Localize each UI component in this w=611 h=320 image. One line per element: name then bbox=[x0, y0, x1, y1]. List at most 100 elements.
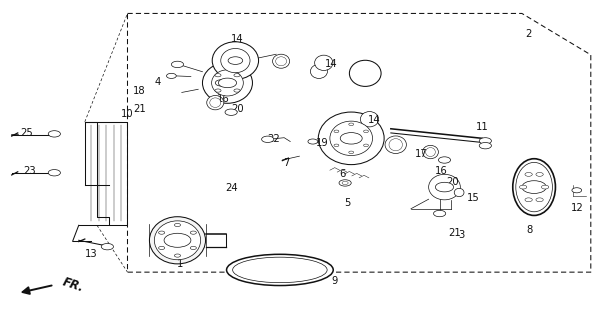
Text: 23: 23 bbox=[24, 166, 36, 176]
Ellipse shape bbox=[360, 112, 379, 127]
Ellipse shape bbox=[150, 217, 205, 264]
Circle shape bbox=[159, 246, 165, 250]
Text: 12: 12 bbox=[571, 203, 583, 213]
Circle shape bbox=[48, 170, 60, 176]
Text: 16: 16 bbox=[217, 94, 230, 104]
Circle shape bbox=[349, 123, 354, 125]
Text: 8: 8 bbox=[527, 225, 533, 235]
Ellipse shape bbox=[426, 148, 436, 156]
Text: 20: 20 bbox=[231, 104, 244, 114]
Circle shape bbox=[334, 130, 339, 132]
Circle shape bbox=[349, 151, 354, 154]
Circle shape bbox=[174, 223, 180, 227]
Circle shape bbox=[159, 231, 165, 234]
Text: 24: 24 bbox=[225, 183, 238, 193]
Ellipse shape bbox=[330, 121, 373, 156]
Circle shape bbox=[434, 210, 445, 217]
Text: 6: 6 bbox=[339, 169, 345, 179]
Text: 2: 2 bbox=[525, 29, 531, 39]
Text: 13: 13 bbox=[84, 249, 97, 259]
Text: 9: 9 bbox=[332, 276, 338, 286]
Text: 5: 5 bbox=[344, 198, 350, 208]
Circle shape bbox=[342, 181, 348, 185]
Circle shape bbox=[215, 80, 227, 86]
Text: 14: 14 bbox=[367, 115, 380, 125]
Circle shape bbox=[174, 254, 180, 257]
Ellipse shape bbox=[273, 54, 290, 68]
Text: 18: 18 bbox=[133, 86, 146, 97]
Ellipse shape bbox=[227, 254, 333, 285]
Text: 10: 10 bbox=[121, 109, 134, 119]
Text: 1: 1 bbox=[177, 259, 184, 268]
Circle shape bbox=[262, 136, 274, 142]
Circle shape bbox=[101, 244, 114, 250]
Circle shape bbox=[215, 74, 221, 77]
Circle shape bbox=[536, 198, 543, 202]
Text: 3: 3 bbox=[458, 230, 464, 240]
Ellipse shape bbox=[233, 257, 327, 283]
Circle shape bbox=[190, 246, 196, 250]
Circle shape bbox=[525, 198, 532, 202]
Text: 14: 14 bbox=[231, 34, 244, 44]
Circle shape bbox=[234, 89, 240, 92]
Circle shape bbox=[436, 182, 453, 192]
Circle shape bbox=[364, 130, 368, 132]
Ellipse shape bbox=[315, 55, 333, 70]
Text: 25: 25 bbox=[20, 128, 32, 138]
Ellipse shape bbox=[210, 98, 221, 108]
Text: 16: 16 bbox=[434, 166, 447, 176]
Ellipse shape bbox=[349, 60, 381, 86]
Circle shape bbox=[340, 132, 362, 144]
Ellipse shape bbox=[276, 57, 287, 66]
Circle shape bbox=[48, 131, 60, 137]
Text: 21: 21 bbox=[133, 104, 146, 114]
Ellipse shape bbox=[454, 188, 464, 197]
Text: 17: 17 bbox=[415, 149, 428, 159]
Circle shape bbox=[525, 172, 532, 176]
Ellipse shape bbox=[385, 136, 406, 154]
Ellipse shape bbox=[310, 64, 327, 78]
Text: 21: 21 bbox=[448, 228, 461, 238]
Circle shape bbox=[536, 172, 543, 176]
Text: 20: 20 bbox=[447, 177, 459, 187]
Ellipse shape bbox=[207, 95, 224, 110]
Circle shape bbox=[522, 181, 546, 194]
Text: 11: 11 bbox=[476, 122, 489, 132]
Circle shape bbox=[364, 144, 368, 147]
Circle shape bbox=[479, 138, 491, 144]
Circle shape bbox=[334, 144, 339, 147]
Ellipse shape bbox=[211, 70, 243, 96]
Circle shape bbox=[225, 109, 237, 116]
Text: 14: 14 bbox=[325, 60, 337, 69]
Ellipse shape bbox=[221, 49, 250, 73]
Ellipse shape bbox=[202, 62, 252, 103]
Circle shape bbox=[339, 180, 351, 186]
Circle shape bbox=[234, 74, 240, 77]
Text: FR.: FR. bbox=[60, 275, 85, 294]
Circle shape bbox=[172, 61, 183, 68]
Text: 15: 15 bbox=[467, 193, 480, 203]
Circle shape bbox=[215, 89, 221, 92]
Text: 19: 19 bbox=[316, 139, 329, 148]
Ellipse shape bbox=[155, 221, 200, 260]
Ellipse shape bbox=[423, 145, 439, 159]
Circle shape bbox=[572, 188, 582, 193]
Circle shape bbox=[519, 185, 527, 189]
Circle shape bbox=[541, 185, 549, 189]
Circle shape bbox=[228, 57, 243, 64]
Ellipse shape bbox=[516, 162, 552, 212]
Text: 4: 4 bbox=[155, 77, 161, 87]
Circle shape bbox=[308, 139, 318, 144]
Ellipse shape bbox=[513, 159, 555, 215]
Circle shape bbox=[439, 157, 450, 163]
Ellipse shape bbox=[429, 174, 460, 200]
Text: 7: 7 bbox=[283, 158, 289, 168]
Circle shape bbox=[479, 142, 491, 149]
Circle shape bbox=[167, 73, 176, 78]
Ellipse shape bbox=[212, 42, 258, 79]
Text: 22: 22 bbox=[268, 134, 280, 144]
Ellipse shape bbox=[318, 112, 384, 164]
Circle shape bbox=[218, 78, 236, 88]
Ellipse shape bbox=[389, 139, 403, 151]
Circle shape bbox=[190, 231, 196, 234]
